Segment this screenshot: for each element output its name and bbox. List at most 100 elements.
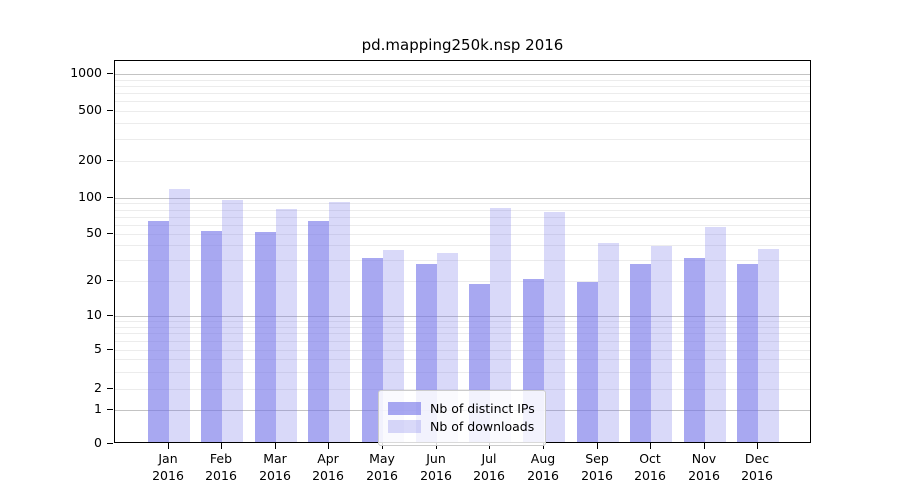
x-tick-month: Oct [639, 451, 661, 466]
legend-label-downloads: Nb of downloads [430, 419, 535, 434]
x-tick-month: Jun [426, 451, 446, 466]
bar-downloads-jan [169, 189, 190, 442]
bar-downloads-dec [758, 249, 779, 442]
y-tick-label: 10 [86, 307, 102, 322]
x-tick-month: Nov [691, 451, 717, 466]
x-tick-label: May 2016 [347, 450, 417, 484]
bar-downloads-sep [598, 243, 619, 442]
y-tick-mark [107, 388, 113, 389]
x-tick-mark [650, 443, 651, 449]
bar-distinct-ips-feb [201, 231, 222, 442]
y-tick-mark [107, 73, 113, 74]
x-tick-label: Dec 2016 [722, 450, 792, 484]
minor-gridline [115, 111, 810, 112]
bar-distinct-ips-oct [630, 264, 651, 442]
major-gridline [115, 198, 810, 199]
plot-area: Nb of distinct IPs Nb of downloads [114, 60, 811, 446]
x-tick-mark [757, 443, 758, 449]
y-tick-mark [107, 280, 113, 281]
bar-downloads-oct [651, 246, 672, 442]
minor-gridline [115, 93, 810, 94]
y-tick-label: 20 [86, 272, 102, 287]
x-tick-mark [221, 443, 222, 449]
minor-gridline [115, 281, 810, 282]
x-tick-label: Jun 2016 [401, 450, 471, 484]
x-tick-month: Feb [209, 451, 233, 466]
chart-title: pd.mapping250k.nsp 2016 [361, 36, 564, 54]
x-tick-year: 2016 [366, 468, 398, 483]
x-tick-label: Jul 2016 [454, 450, 524, 484]
bar-distinct-ips-nov [684, 258, 705, 442]
bar-downloads-apr [329, 202, 350, 442]
x-tick-year: 2016 [259, 468, 291, 483]
x-tick-year: 2016 [688, 468, 720, 483]
minor-gridline [115, 161, 810, 162]
bar-downloads-mar [276, 209, 297, 442]
minor-gridline [115, 389, 810, 390]
x-tick-mark [382, 443, 383, 449]
y-tick-mark [107, 409, 113, 410]
x-tick-month: May [369, 451, 395, 466]
y-tick-mark [107, 197, 113, 198]
minor-gridline [115, 333, 810, 334]
minor-gridline [115, 359, 810, 360]
x-tick-year: 2016 [473, 468, 505, 483]
x-tick-year: 2016 [634, 468, 666, 483]
bar-downloads-feb [222, 200, 243, 442]
y-tick-mark [107, 233, 113, 234]
y-tick-label: 5 [94, 341, 102, 356]
minor-gridline [115, 203, 810, 204]
minor-gridline [115, 234, 810, 235]
minor-gridline [115, 341, 810, 342]
x-tick-label: Aug 2016 [508, 450, 578, 484]
x-tick-mark [436, 443, 437, 449]
x-tick-month: Jul [481, 451, 497, 466]
x-tick-label: Apr 2016 [293, 450, 363, 484]
minor-gridline [115, 225, 810, 226]
bar-distinct-ips-mar [255, 232, 276, 442]
y-tick-mark [107, 349, 113, 350]
x-tick-year: 2016 [527, 468, 559, 483]
minor-gridline [115, 80, 810, 81]
minor-gridline [115, 123, 810, 124]
minor-gridline [115, 139, 810, 140]
bar-downloads-aug [544, 212, 565, 442]
x-tick-mark [328, 443, 329, 449]
x-tick-year: 2016 [312, 468, 344, 483]
legend-item-distinct-ips: Nb of distinct IPs [388, 401, 535, 416]
x-tick-mark [597, 443, 598, 449]
y-tick-mark [107, 443, 113, 444]
x-tick-month: Apr [317, 451, 339, 466]
minor-gridline [115, 372, 810, 373]
x-tick-mark [275, 443, 276, 449]
minor-gridline [115, 210, 810, 211]
minor-gridline [115, 245, 810, 246]
legend-item-downloads: Nb of downloads [388, 419, 535, 434]
minor-gridline [115, 217, 810, 218]
x-tick-label: Nov 2016 [669, 450, 739, 484]
x-tick-year: 2016 [152, 468, 184, 483]
bar-distinct-ips-apr [308, 221, 329, 442]
bar-downloads-jul [490, 208, 511, 442]
x-tick-mark [168, 443, 169, 449]
y-tick-mark [107, 110, 113, 111]
legend-label-distinct-ips: Nb of distinct IPs [430, 401, 535, 416]
x-tick-label: Jan 2016 [133, 450, 203, 484]
x-tick-label: Oct 2016 [615, 450, 685, 484]
y-tick-label: 100 [78, 189, 102, 204]
x-tick-year: 2016 [420, 468, 452, 483]
x-tick-month: Dec [744, 451, 770, 466]
legend-swatch-downloads [388, 420, 421, 433]
x-tick-label: Mar 2016 [240, 450, 310, 484]
minor-gridline [115, 86, 810, 87]
x-tick-month: Mar [263, 451, 287, 466]
x-tick-label: Feb 2016 [186, 450, 256, 484]
legend-swatch-distinct-ips [388, 402, 421, 415]
bar-downloads-nov [705, 227, 726, 442]
minor-gridline [115, 321, 810, 322]
minor-gridline [115, 260, 810, 261]
y-tick-mark [107, 315, 113, 316]
x-tick-month: Sep [585, 451, 609, 466]
y-tick-mark [107, 160, 113, 161]
